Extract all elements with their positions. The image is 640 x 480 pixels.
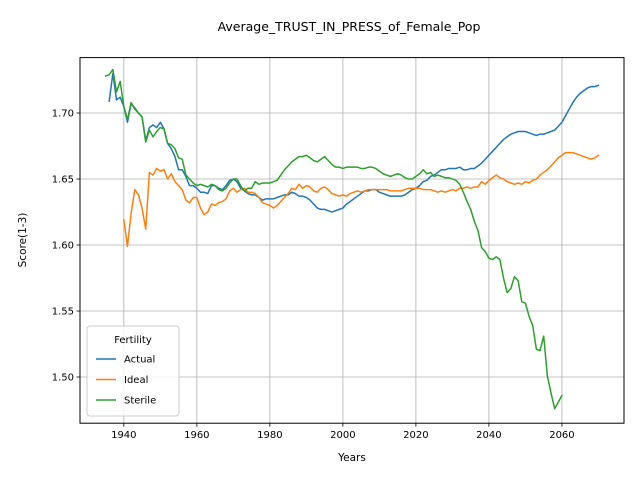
series-line-ideal xyxy=(122,151,600,248)
x-tick-label: 2040 xyxy=(476,430,501,441)
x-tick-label: 1960 xyxy=(184,430,209,441)
legend: Fertility Actual Ideal Sterile xyxy=(86,325,180,417)
x-tick-label: 1980 xyxy=(257,430,282,441)
y-axis: 1.50 1.55 1.60 1.65 1.70 xyxy=(52,109,80,384)
y-tick-label: 1.70 xyxy=(52,109,74,120)
x-axis-label: Years xyxy=(337,452,366,464)
y-tick-label: 1.65 xyxy=(52,175,74,186)
x-tick-label: 2020 xyxy=(403,430,428,441)
series-line-actual xyxy=(108,72,600,213)
legend-box xyxy=(86,325,180,417)
x-axis: 1940 1960 1980 2000 2020 2040 2060 xyxy=(111,423,575,441)
x-tick-label: 1940 xyxy=(111,430,136,441)
x-tick-label: 2060 xyxy=(549,430,574,441)
y-tick-label: 1.50 xyxy=(52,373,74,384)
plot-frame xyxy=(79,57,625,424)
legend-label-sterile: Sterile xyxy=(124,396,156,407)
legend-label-ideal: Ideal xyxy=(124,375,148,386)
y-axis-label: Score(1-3) xyxy=(17,213,29,268)
y-tick-label: 1.60 xyxy=(52,241,74,252)
series-layer xyxy=(104,68,600,410)
legend-title: Fertility xyxy=(114,335,152,346)
legend-label-actual: Actual xyxy=(124,355,155,366)
chart-title: Average_TRUST_IN_PRESS_of_Female_Pop xyxy=(218,19,481,34)
x-tick-label: 2000 xyxy=(330,430,355,441)
series-line-sterile xyxy=(104,68,563,410)
y-tick-label: 1.55 xyxy=(52,307,74,318)
